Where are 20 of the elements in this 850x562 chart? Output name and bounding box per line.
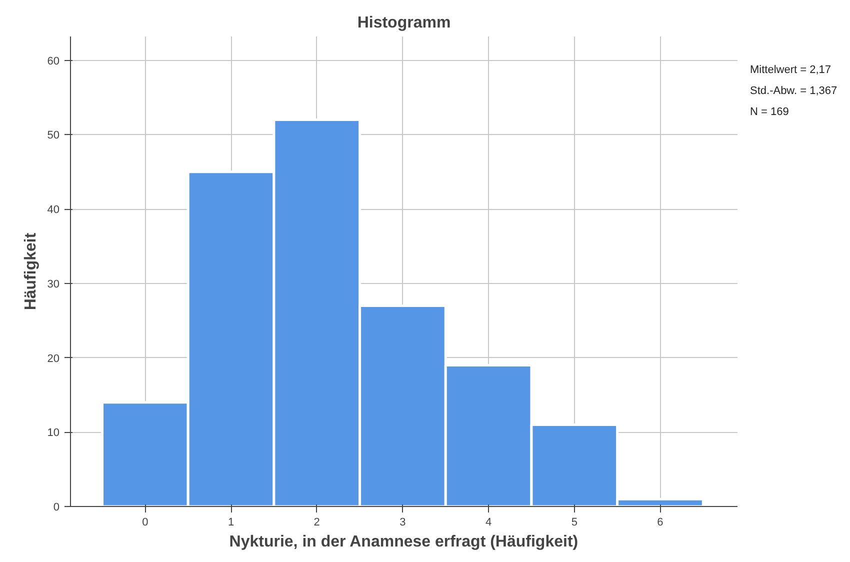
x-tick-label: 2 — [314, 516, 320, 528]
x-axis-title: Nykturie, in der Anamnese erfragt (Häufigkeit) — [229, 534, 578, 550]
y-tick-label: 40 — [47, 204, 60, 216]
x-tick-label: 0 — [142, 516, 148, 528]
x-tick-label: 3 — [400, 516, 406, 528]
x-tick-label: 6 — [657, 516, 664, 528]
y-tick-label: 60 — [47, 55, 60, 68]
y-tick-label: 0 — [53, 502, 60, 514]
x-tick-label: 5 — [571, 516, 578, 528]
y-tick-label: 30 — [47, 278, 60, 290]
text: Mittelwert = 2,17 — [750, 64, 832, 76]
x-tick-label: 1 — [228, 516, 234, 528]
y-axis-title: Häufigkeit — [22, 232, 40, 310]
chart-title: Histogramm — [357, 14, 451, 32]
y-tick-label: 20 — [47, 352, 60, 365]
y-tick-label: 50 — [47, 130, 60, 142]
y-tick-label: 10 — [47, 427, 60, 440]
text: N = 169 — [750, 106, 789, 118]
text: Std.-Abw. = 1,367 — [750, 85, 838, 97]
x-tick-label: 4 — [485, 516, 492, 528]
